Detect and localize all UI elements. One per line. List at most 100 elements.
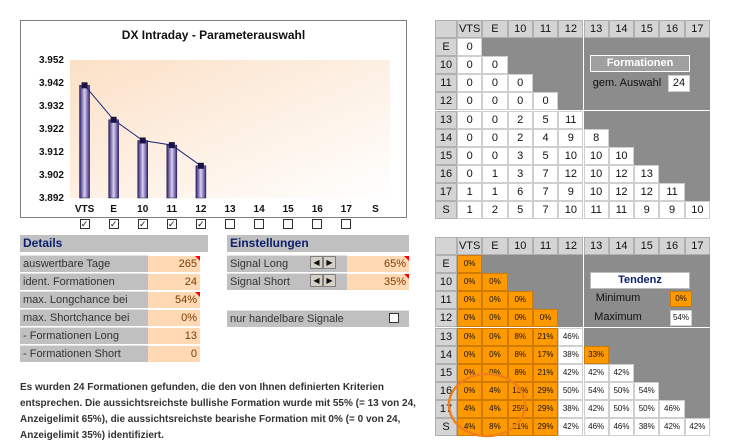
checkbox-13[interactable] [225, 219, 235, 229]
arrow-right-icon[interactable]: ▶ [323, 256, 336, 269]
matrix-cell[interactable]: 0% [457, 309, 483, 328]
matrix-cell[interactable]: 38% [634, 418, 660, 437]
matrix-cell[interactable]: 9 [634, 201, 660, 220]
matrix-cell[interactable]: 10 [583, 182, 609, 201]
matrix-cell[interactable]: 9 [558, 128, 584, 147]
matrix-cell[interactable]: 6 [507, 182, 533, 201]
matrix-cell[interactable]: 0% [482, 291, 508, 310]
checkbox-12[interactable]: ✓ [195, 219, 206, 229]
matrix-cell[interactable]: 0% [457, 381, 483, 400]
matrix-cell[interactable]: 4% [482, 399, 508, 418]
matrix-cell[interactable]: 12 [608, 164, 635, 183]
matrix-cell[interactable]: 10 [608, 146, 635, 165]
matrix-cell[interactable]: 8 [583, 128, 609, 147]
matrix-cell[interactable]: 2 [507, 128, 533, 147]
matrix-cell[interactable]: 54% [634, 381, 660, 400]
arrow-right-icon[interactable]: ▶ [323, 274, 336, 287]
matrix-cell[interactable]: 4 [532, 128, 559, 147]
matrix-cell[interactable]: 12 [608, 182, 635, 201]
checkbox-16[interactable] [312, 219, 323, 229]
matrix-cell[interactable]: 0 [482, 110, 508, 129]
matrix-cell[interactable]: 11 [659, 182, 685, 201]
matrix-cell[interactable]: 0% [482, 327, 508, 346]
matrix-cell[interactable]: 33% [583, 345, 609, 364]
checkbox-E[interactable]: ✓ [108, 219, 119, 229]
matrix-cell[interactable]: 9 [558, 182, 584, 201]
matrix-cell[interactable]: 0% [457, 363, 483, 382]
matrix-cell[interactable]: 1 [457, 201, 483, 220]
matrix-cell[interactable]: 0% [507, 309, 533, 328]
checkbox-11[interactable]: ✓ [166, 219, 177, 229]
matrix-cell[interactable]: 50% [608, 399, 635, 418]
matrix-cell[interactable]: 42% [558, 363, 584, 382]
checkbox-14[interactable] [254, 219, 265, 229]
matrix-cell[interactable]: 21% [532, 327, 559, 346]
checkbox-10[interactable]: ✓ [137, 219, 148, 229]
matrix-cell[interactable]: 1 [457, 182, 483, 201]
arrow-left-icon[interactable]: ◀ [310, 274, 323, 287]
matrix-cell[interactable]: 0 [482, 74, 508, 93]
matrix-cell[interactable]: 0% [482, 345, 508, 364]
signal-long-spinner[interactable]: ◀ ▶ [310, 256, 336, 269]
matrix-cell[interactable]: 38% [558, 345, 584, 364]
matrix-cell[interactable]: 0% [457, 327, 483, 346]
only-tradable-checkbox[interactable] [389, 313, 399, 323]
matrix-cell[interactable]: 0 [507, 92, 533, 111]
matrix-cell[interactable]: 29% [532, 418, 559, 437]
matrix-cell[interactable]: 0% [507, 291, 533, 310]
matrix-cell[interactable]: 0 [482, 92, 508, 111]
matrix-cell[interactable]: 11 [608, 201, 635, 220]
matrix-cell[interactable]: 12 [634, 182, 660, 201]
matrix-cell[interactable]: 10 [583, 164, 609, 183]
matrix-cell[interactable]: 4% [457, 418, 483, 437]
matrix-cell[interactable]: 42% [583, 399, 609, 418]
matrix-cell[interactable]: 0 [457, 38, 483, 57]
matrix-cell[interactable]: 2 [507, 110, 533, 129]
matrix-cell[interactable]: 29% [532, 381, 559, 400]
matrix-cell[interactable]: 0 [482, 128, 508, 147]
matrix-cell[interactable]: 29% [532, 399, 559, 418]
matrix-cell[interactable]: 7 [532, 201, 559, 220]
checkbox-15[interactable] [283, 219, 294, 229]
matrix-cell[interactable]: 11 [583, 201, 609, 220]
matrix-cell[interactable]: 4% [482, 381, 508, 400]
matrix-cell[interactable]: 0 [507, 74, 533, 93]
matrix-cell[interactable]: 54% [583, 381, 609, 400]
matrix-cell[interactable]: 3 [507, 146, 533, 165]
checkbox-17[interactable] [341, 219, 352, 229]
matrix-cell[interactable]: 3 [507, 164, 533, 183]
matrix-cell[interactable]: 25% [507, 399, 533, 418]
matrix-cell[interactable]: 10 [558, 201, 584, 220]
matrix-cell[interactable]: 8% [507, 363, 533, 382]
matrix-cell[interactable]: 42% [659, 418, 685, 437]
matrix-cell[interactable]: 8% [482, 418, 508, 437]
matrix-cell[interactable]: 46% [659, 399, 685, 418]
matrix-cell[interactable]: 50% [634, 399, 660, 418]
matrix-cell[interactable]: 46% [558, 327, 584, 346]
matrix-cell[interactable]: 7 [532, 164, 559, 183]
matrix-cell[interactable]: 5 [532, 146, 559, 165]
matrix-cell[interactable]: 42% [558, 418, 584, 437]
matrix-cell[interactable]: 0% [457, 273, 483, 292]
matrix-cell[interactable]: 0 [482, 56, 508, 75]
matrix-cell[interactable]: 0% [482, 309, 508, 328]
matrix-cell[interactable]: 21% [532, 363, 559, 382]
matrix-cell[interactable]: 0% [482, 273, 508, 292]
matrix-cell[interactable]: 46% [583, 418, 609, 437]
matrix-cell[interactable]: 38% [558, 399, 584, 418]
matrix-cell[interactable]: 0 [482, 146, 508, 165]
matrix-cell[interactable]: 0 [457, 146, 483, 165]
matrix-cell[interactable]: 17% [532, 345, 559, 364]
matrix-cell[interactable]: 0 [457, 56, 483, 75]
matrix-cell[interactable]: 0 [532, 92, 559, 111]
matrix-cell[interactable]: 12 [558, 164, 584, 183]
checkbox-VTS[interactable]: ✓ [79, 219, 90, 229]
matrix-cell[interactable]: 42% [608, 363, 635, 382]
matrix-cell[interactable]: 0% [457, 255, 483, 274]
matrix-cell[interactable]: 7 [532, 182, 559, 201]
matrix-cell[interactable]: 10 [558, 146, 584, 165]
matrix-cell[interactable]: 0% [532, 309, 559, 328]
matrix-cell[interactable]: 2 [482, 201, 508, 220]
arrow-left-icon[interactable]: ◀ [310, 256, 323, 269]
matrix-cell[interactable]: 8% [507, 327, 533, 346]
